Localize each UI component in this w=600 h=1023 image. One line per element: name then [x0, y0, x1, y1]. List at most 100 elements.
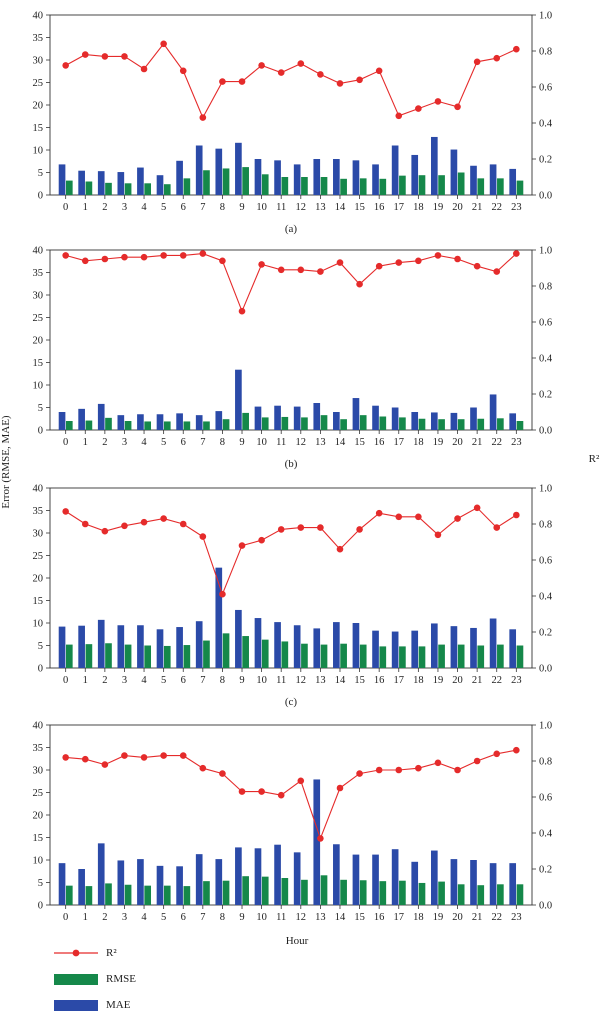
rmse-bar: [65, 644, 73, 668]
rmse-bar: [301, 879, 308, 905]
legend-item-r2: R²: [48, 944, 248, 964]
x-tick-label: 21: [472, 202, 483, 213]
rmse-bar: [144, 645, 152, 668]
rmse-bar: [281, 177, 289, 195]
rmse-bar: [359, 178, 367, 195]
mae-bar: [117, 625, 125, 668]
mae-bar: [391, 849, 399, 905]
y2-tick-label: 0.0: [539, 901, 552, 912]
x-tick-label: 8: [220, 912, 225, 923]
x-tick-label: 22: [491, 675, 502, 686]
x-tick-label: 7: [200, 202, 205, 213]
x-tick-label: 7: [200, 437, 205, 448]
rmse-bar: [320, 644, 328, 668]
rmse-bar: [399, 646, 406, 668]
rmse-bar: [124, 644, 132, 668]
r2-point: [199, 114, 207, 121]
x-tick-label: 19: [433, 675, 444, 686]
x-tick-label: 17: [394, 202, 405, 213]
rmse-bar: [399, 175, 406, 195]
r2-line-marker-icon: [54, 949, 98, 957]
mae-bar: [78, 408, 85, 430]
rmse-bar: [379, 416, 387, 430]
x-tick-label: 13: [315, 202, 326, 213]
r2-point: [356, 76, 363, 84]
r2-point: [238, 78, 246, 85]
rmse-bar: [281, 641, 289, 668]
x-tick-label: 14: [335, 437, 346, 448]
rmse-bar: [418, 418, 426, 430]
y2-tick-label: 0.4: [539, 354, 553, 365]
mae-bar: [411, 412, 419, 430]
rmse-bar: [242, 876, 249, 905]
r2-point: [140, 253, 148, 261]
y-tick-label: 30: [33, 529, 44, 540]
rmse-bar: [320, 177, 328, 195]
y-tick-label: 25: [33, 788, 44, 799]
rmse-bar: [399, 417, 406, 430]
figure-canvas: Error (RMSE, MAE) R² Hour 05101520253035…: [0, 11, 600, 945]
y-tick-label: 20: [33, 336, 44, 347]
rmse-bar: [379, 646, 387, 668]
y2-tick-label: 0.6: [539, 318, 552, 329]
r2-point: [513, 511, 520, 519]
mae-bar: [254, 618, 262, 668]
mae-bar: [293, 406, 301, 430]
x-tick-label: 7: [200, 675, 205, 686]
mae-bar: [58, 626, 66, 668]
rmse-swatch-icon: [54, 974, 98, 985]
r2-point: [415, 105, 422, 112]
r2-point: [101, 255, 109, 263]
y-tick-label: 15: [33, 358, 44, 369]
y2-tick-label: 0.0: [539, 664, 552, 675]
r2-point: [317, 71, 324, 78]
y-tick-label: 10: [33, 381, 44, 392]
r2-point: [454, 515, 461, 522]
y2-tick-label: 0.0: [539, 191, 552, 202]
y2-tick-label: 0.8: [539, 282, 552, 293]
mae-bar: [372, 405, 379, 430]
mae-bar: [411, 861, 419, 905]
mae-bar: [215, 859, 223, 905]
rmse-bar: [183, 178, 191, 195]
x-tick-label: 12: [296, 437, 307, 448]
mae-bar: [97, 843, 105, 905]
rmse-bar: [105, 643, 112, 668]
x-tick-label: 14: [335, 675, 346, 686]
r2-point: [513, 250, 520, 257]
x-tick-label: 5: [161, 202, 166, 213]
x-tick-label: 20: [452, 912, 463, 923]
x-tick-label: 11: [276, 912, 286, 923]
x-tick-label: 13: [315, 675, 326, 686]
x-tick-label: 4: [141, 202, 147, 213]
y-tick-label: 40: [33, 484, 44, 495]
rmse-bar: [222, 633, 230, 668]
x-tick-label: 5: [161, 912, 166, 923]
mae-bar: [235, 142, 242, 195]
r2-point: [473, 504, 481, 512]
x-tick-label: 3: [122, 675, 127, 686]
y-tick-label: 40: [33, 721, 44, 732]
legend-item-rmse: RMSE: [48, 970, 248, 990]
rmse-bar: [85, 644, 93, 668]
y-tick-label: 25: [33, 78, 44, 89]
r2-point: [356, 770, 363, 777]
mae-bar: [391, 145, 399, 195]
mae-bar: [254, 848, 262, 905]
r2-point: [395, 513, 403, 521]
rmse-bar: [516, 180, 524, 195]
r2-point: [473, 262, 481, 270]
mae-bar: [509, 413, 517, 430]
mae-bar: [78, 869, 85, 905]
r2-point: [199, 764, 207, 772]
x-tick-label: 16: [374, 675, 385, 686]
mae-bar: [195, 415, 203, 430]
r2-point: [454, 103, 461, 111]
x-tick-label: 16: [374, 437, 385, 448]
r2-point: [238, 788, 246, 795]
rmse-bar: [516, 645, 524, 668]
r2-point: [140, 65, 148, 73]
x-tick-label: 11: [276, 202, 286, 213]
x-tick-label: 19: [433, 912, 444, 923]
x-tick-label: 6: [181, 912, 186, 923]
